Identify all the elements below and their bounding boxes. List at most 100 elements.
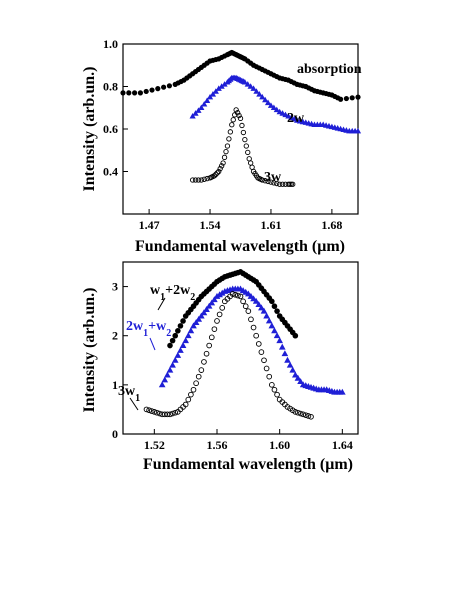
data-point [143,406,150,413]
data-point [166,366,174,373]
data-point [201,100,208,107]
data-point [265,317,273,324]
data-point [192,177,199,183]
data-point [233,107,239,113]
data-point [177,346,184,353]
series-2w [189,74,362,134]
x-tick-label: 1.56 [207,438,228,452]
data-point [242,136,248,143]
data-point [155,86,161,92]
data-point [204,97,211,103]
data-point [274,391,280,398]
data-point [308,413,314,420]
data-point [271,327,278,334]
series-top [120,49,362,187]
data-point [174,351,182,358]
data-point [167,411,173,418]
data-point [184,332,192,339]
data-point [217,166,223,172]
data-point [292,409,299,415]
data-point [167,342,173,349]
data-point [274,180,280,187]
data-point [211,326,218,332]
data-point [240,298,246,305]
data-point [192,319,200,326]
data-point [268,179,274,185]
series-absorption [120,49,361,102]
data-point [169,361,176,368]
data-point [245,308,252,314]
data-point [249,164,255,170]
data-point [216,311,223,318]
data-point [171,356,179,363]
data-point [270,104,277,111]
data-point [187,327,195,334]
series-2w1+w2 [158,285,346,395]
data-point [250,324,257,331]
data-point [198,312,205,319]
arrow-3w1 [129,397,139,411]
data-point [151,409,158,415]
data-point [161,84,167,90]
data-point [295,409,301,416]
data-point [343,95,349,102]
data-point [185,396,192,403]
data-point [216,168,222,175]
data-point [206,93,214,100]
label-3w1: 3w1 [118,384,140,404]
x-tick-label: 1.52 [144,438,165,452]
data-point [237,115,244,122]
y-axis-title-bottom: Intensity (arb.un.) [81,288,98,413]
data-point [193,380,199,387]
data-point [259,93,266,100]
x-tick-label: 1.47 [139,218,160,232]
data-point [284,356,291,363]
data-point [269,382,275,388]
y-tick-label: 0.6 [103,122,118,136]
data-point [189,177,196,183]
data-point [189,113,196,119]
data-point [292,332,299,339]
data-point [158,381,166,388]
data-point [143,88,149,95]
data-point [198,367,205,373]
data-point [274,308,280,314]
ticks-bottom: 1.52 1.56 1.60 1.64 0 1 2 3 [112,280,353,452]
x-axis-title-bottom: Fundamental wavelength (μm) [143,456,353,473]
data-point [146,407,152,414]
series-3w1 [143,291,314,420]
data-point [206,342,212,349]
data-point [262,96,269,103]
data-point [229,122,235,128]
data-point [172,332,179,339]
data-point [252,297,260,304]
y-tick-label: 1 [112,378,118,392]
data-point [192,110,199,116]
data-point [271,303,278,310]
data-point [198,104,205,111]
data-point [349,95,355,101]
data-point [164,411,171,418]
data-point [268,322,276,329]
label-2w: 2w [287,111,305,126]
data-point [232,291,239,298]
data-point [208,334,215,341]
data-point [212,88,219,94]
series-3w [189,107,296,187]
data-point [294,374,302,381]
series-bottom [143,269,346,420]
data-point [195,315,203,322]
data-point [242,303,249,310]
data-point [203,306,210,312]
data-point [273,106,280,113]
data-point [208,299,216,306]
data-point [177,323,184,329]
x-axis-title-top: Fundamental wavelength (μm) [135,238,345,255]
y-tick-label: 0.4 [103,165,118,179]
data-point [214,318,220,324]
data-point [245,149,251,156]
data-point [267,102,275,108]
data-point [297,378,304,385]
data-point [279,181,286,187]
